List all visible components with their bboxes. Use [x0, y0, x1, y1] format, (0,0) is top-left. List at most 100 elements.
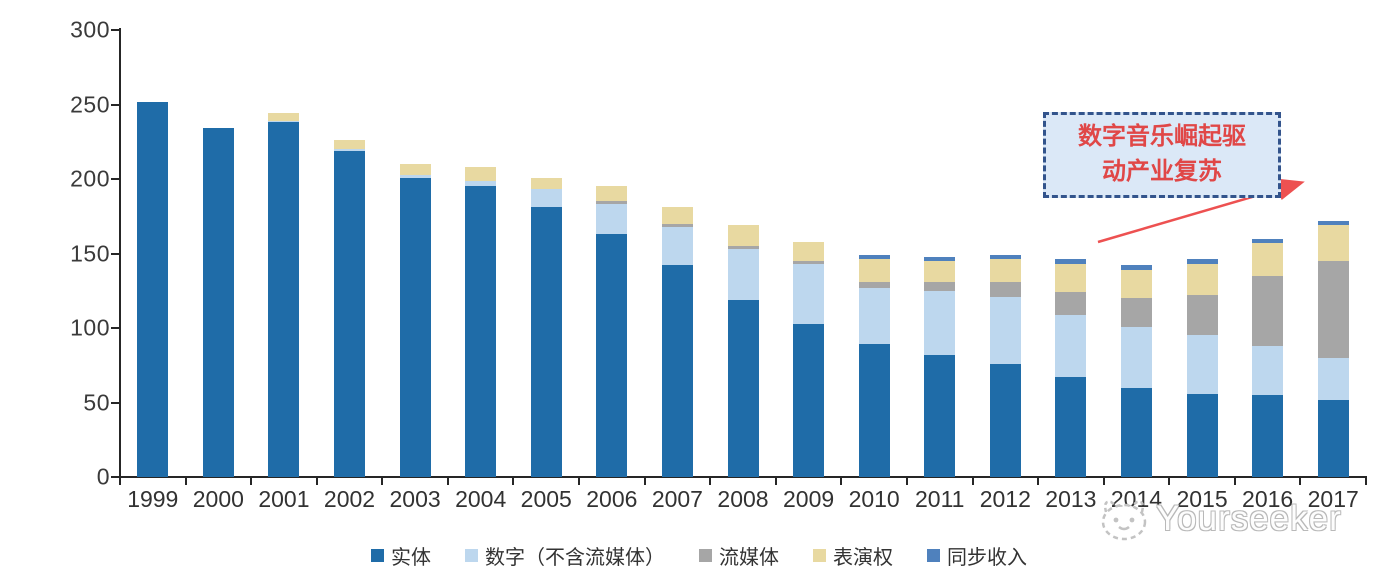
legend-swatch-streaming: [699, 549, 712, 562]
x-axis-tick-mark: [381, 478, 384, 485]
y-axis-tick-mark: [111, 476, 119, 478]
legend-label-performance-rights: 表演权: [833, 547, 893, 569]
y-axis-tick-mark: [111, 327, 119, 329]
bar-column-2010: [858, 255, 890, 477]
bar-segment-performance-rights: [334, 140, 366, 150]
x-axis-tick-mark: [1365, 478, 1367, 485]
x-axis-label-2017: 2017: [1307, 486, 1359, 512]
bar-segment-performance-rights: [1120, 269, 1152, 299]
y-axis-tick-label: 150: [70, 240, 110, 266]
bar-column-2012: [989, 255, 1021, 477]
x-axis-label-2003: 2003: [389, 486, 441, 512]
bar-segment-digital-ex-streaming: [924, 290, 956, 355]
x-axis-tick-mark: [578, 478, 581, 485]
bar-column-2004: [465, 167, 497, 477]
bar-column-2002: [334, 140, 366, 477]
bar-segment-physical: [530, 207, 562, 477]
legend-swatch-sync-revenue: [927, 549, 940, 562]
bar-segment-digital-ex-streaming: [793, 263, 825, 324]
y-axis-tick-mark: [111, 178, 119, 180]
bar-segment-digital-ex-streaming: [1252, 345, 1284, 396]
x-axis-tick-mark: [315, 478, 318, 485]
x-axis-label-2005: 2005: [520, 486, 572, 512]
bar-segment-performance-rights: [793, 241, 825, 261]
x-axis-label-2004: 2004: [455, 486, 507, 512]
y-axis-tick-mark: [111, 29, 119, 31]
bar-segment-streaming: [727, 246, 759, 250]
annotation-callout: 数字音乐崛起驱 动产业复苏: [1043, 112, 1281, 198]
x-axis-tick-mark: [1102, 478, 1105, 485]
bar-segment-physical: [661, 265, 693, 477]
bar-segment-digital-ex-streaming: [727, 249, 759, 300]
legend-item-digital-ex-streaming: 数字（不含流媒体）: [465, 541, 665, 570]
bar-segment-streaming: [1317, 260, 1349, 358]
bar-segment-digital-ex-streaming: [334, 149, 366, 151]
y-axis-tick-mark: [111, 103, 119, 106]
bar-column-1999: [137, 101, 169, 477]
x-axis-tick-mark: [119, 478, 121, 485]
x-axis-label-2010: 2010: [848, 486, 900, 512]
bar-segment-digital-ex-streaming: [1317, 357, 1349, 400]
bar-segment-digital-ex-streaming: [989, 296, 1021, 364]
x-axis-line: [119, 476, 1367, 478]
y-axis-tick-label: 200: [70, 165, 110, 192]
bar-segment-digital-ex-streaming: [399, 174, 431, 178]
bar-segment-sync-revenue: [858, 255, 890, 260]
x-axis-tick-mark: [1168, 478, 1171, 485]
bar-segment-physical: [399, 177, 431, 477]
legend-item-sync-revenue: 同步收入: [927, 541, 1027, 570]
legend-item-performance-rights: 表演权: [813, 541, 893, 570]
bar-column-2006: [596, 186, 628, 477]
bar-column-2001: [268, 113, 300, 477]
bar-segment-streaming: [596, 201, 628, 205]
bar-segment-performance-rights: [465, 167, 497, 181]
bar-segment-performance-rights: [399, 164, 431, 175]
x-axis-label-2012: 2012: [979, 486, 1031, 512]
bar-segment-streaming: [989, 281, 1021, 297]
bar-segment-streaming: [1252, 275, 1284, 346]
bar-segment-sync-revenue: [1186, 259, 1218, 264]
bar-segment-performance-rights: [924, 260, 956, 282]
legend-label-physical: 实体: [391, 547, 431, 569]
bar-segment-sync-revenue: [1120, 265, 1152, 270]
x-axis-tick-mark: [971, 478, 974, 485]
bar-segment-streaming: [1186, 295, 1218, 336]
bar-column-2003: [399, 164, 431, 477]
bar-segment-digital-ex-streaming: [1186, 335, 1218, 394]
bar-column-2014: [1120, 265, 1152, 477]
x-axis-tick-mark: [905, 478, 908, 485]
bar-segment-sync-revenue: [989, 255, 1021, 260]
bar-segment-performance-rights: [1186, 263, 1218, 296]
legend-label-digital-ex-streaming: 数字（不含流媒体）: [485, 547, 665, 569]
bar-column-2017: [1317, 220, 1349, 477]
legend-swatch-digital-ex-streaming: [465, 549, 478, 562]
bar-segment-physical: [793, 323, 825, 477]
annotation-line1: 数字音乐崛起驱: [1078, 123, 1246, 151]
bar-segment-physical: [202, 128, 234, 477]
bar-segment-performance-rights: [596, 186, 628, 202]
x-axis-label-2015: 2015: [1176, 486, 1228, 512]
x-axis-tick-mark: [1037, 478, 1040, 485]
bar-column-2016: [1252, 238, 1284, 477]
legend-swatch-performance-rights: [813, 549, 826, 562]
bar-segment-digital-ex-streaming: [661, 226, 693, 266]
x-axis-label-2007: 2007: [651, 486, 703, 512]
legend-item-streaming: 流媒体: [699, 541, 779, 570]
bar-segment-digital-ex-streaming: [1055, 314, 1087, 378]
y-axis-tick-mark: [111, 252, 119, 255]
x-axis-label-2011: 2011: [915, 486, 965, 512]
bar-segment-physical: [1120, 387, 1152, 477]
bar-segment-streaming: [858, 281, 890, 288]
x-axis-tick-mark: [643, 478, 646, 485]
bar-segment-performance-rights: [530, 177, 562, 190]
x-axis-tick-mark: [446, 478, 449, 485]
bar-segment-sync-revenue: [924, 256, 956, 261]
bar-segment-digital-ex-streaming: [530, 189, 562, 208]
bar-segment-physical: [1252, 395, 1284, 477]
x-axis-label-2013: 2013: [1045, 486, 1097, 512]
y-axis-tick-mark: [111, 401, 119, 404]
bar-segment-performance-rights: [1317, 225, 1349, 261]
bar-column-2008: [727, 225, 759, 477]
x-axis-tick-mark: [250, 478, 253, 485]
bar-column-2005: [530, 177, 562, 477]
